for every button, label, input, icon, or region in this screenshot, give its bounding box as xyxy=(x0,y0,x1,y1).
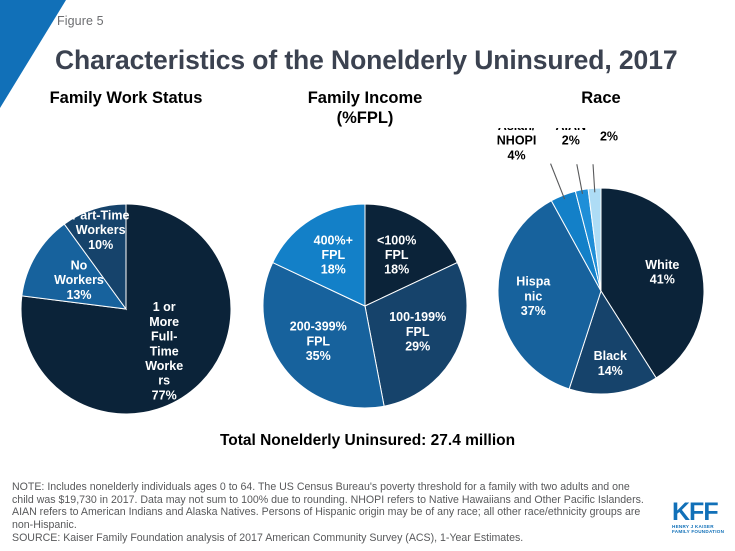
chart-title-family-income: Family Income (%FPL) xyxy=(247,88,483,128)
pie-slice[interactable] xyxy=(600,187,705,379)
pie-chart-family-income: <100% FPL 18% 100-199% FPL 29% 200-399% FPL 35% 4… xyxy=(247,144,483,468)
kff-logo-subtitle-line2: FAMILY FOUNDATION xyxy=(672,529,725,535)
pie-slice-label-line: FPL xyxy=(406,325,430,339)
pie-slice-label: No Workers 13% xyxy=(54,259,104,302)
pie-slice[interactable] xyxy=(364,203,458,307)
pie-slice-label-line: FPL xyxy=(306,335,330,349)
pie-slice-label-line: 13% xyxy=(66,288,91,302)
pie-slice-label-line: Black xyxy=(594,350,627,364)
pie-slice-label-line: No xyxy=(71,259,88,273)
pie-chart-family-work-status: 1 or More Full-Time Worke rs 77% No Workers 13% P… xyxy=(8,144,244,474)
chart-title-line: (%FPL) xyxy=(336,109,394,127)
pie-slice-label-line: Workers xyxy=(76,223,126,237)
figure-label: Figure 5 xyxy=(57,14,104,28)
pie-slice-label: <100% FPL 18% xyxy=(377,234,416,277)
kff-logo-mark: KFF xyxy=(672,498,719,526)
pie-label-leader-line xyxy=(550,163,566,200)
pie-slice-label-line: Workers xyxy=(54,274,104,288)
pie-slice-label-line: 2% xyxy=(562,134,580,148)
chart-title-line: Family Work Status xyxy=(49,89,203,107)
pie-label-leader-line xyxy=(576,164,584,194)
chart-title-family-work-status: Family Work Status xyxy=(8,88,244,108)
pie-slice-label: Hispa nic 37% xyxy=(516,275,551,318)
pie-slice-label-line: 4% xyxy=(508,149,526,163)
pie-slice-label-line: 400%+ xyxy=(314,234,353,248)
pie-slice-label: 100-199% FPL 29% xyxy=(389,310,446,353)
total-uninsured-line: Total Nonelderly Uninsured: 27.4 million xyxy=(219,432,516,449)
pie-slice-label-line: Worke xyxy=(145,359,183,373)
kff-logo: KFF HENRY J KAISER FAMILY FOUNDATION xyxy=(672,500,728,535)
pie-slice-label-line: Asian/ xyxy=(498,128,536,133)
pie-slice-label-line: Full- xyxy=(151,330,177,344)
pie-slice-label-line: 100-199% xyxy=(389,310,446,324)
pie-slice[interactable] xyxy=(63,203,127,311)
pie-slice[interactable] xyxy=(262,261,385,409)
pie-slice-label-line: FPL xyxy=(321,248,345,262)
corner-triangle-decoration xyxy=(0,0,66,108)
pie-slice-label: White 41% xyxy=(645,258,679,287)
chart-title-line: Race xyxy=(581,89,621,107)
chart-panel-family-work-status: Family Work Status 1 or More Full-Time Work… xyxy=(8,88,244,474)
pie-slice-label-line: FPL xyxy=(385,248,409,262)
footer-source: SOURCE: Kaiser Family Foundation analysi… xyxy=(12,532,524,545)
pie-slice-label-line: nic xyxy=(524,290,542,304)
pie-slice-label-line: 41% xyxy=(650,273,675,287)
pie-slice[interactable] xyxy=(568,289,657,395)
pie-slice-label-line: 77% xyxy=(152,389,177,403)
pie-slice-label-line: <100% xyxy=(377,234,416,248)
pie-slice-label-line: 14% xyxy=(598,364,623,378)
pie-slice-label: AIAN2% xyxy=(556,128,587,148)
pie-slice-label-line: 37% xyxy=(521,304,546,318)
pie-slice-label-line: White xyxy=(645,258,679,272)
pie-slice-label-line: Part-Time xyxy=(72,209,129,223)
chart-title-line: Family Income xyxy=(307,89,423,107)
pie-slice-label-line: 200-399% xyxy=(290,320,347,334)
pie-slice-label-line: 1 or xyxy=(153,301,176,315)
pie-slice-label-line: 18% xyxy=(384,263,409,277)
pie-label-leader-line xyxy=(592,164,596,193)
kff-logo-subtitle-line1: HENRY J KAISER xyxy=(672,524,714,529)
pie-slice-label: 1 or More Full-Time Worke rs 77% xyxy=(145,301,183,403)
pie-slice-label: Part-Time Workers 10% xyxy=(72,209,129,252)
pie-slice-label: 200-399% FPL 35% xyxy=(290,320,347,363)
pie-slice[interactable] xyxy=(272,203,366,307)
page-title: Characteristics of the Nonelderly Uninsu… xyxy=(55,44,678,75)
pie-slice-label-line: AIAN xyxy=(556,128,587,133)
pie-slice-label-line: Other xyxy=(592,128,625,129)
pie-slice-label: Black 14% xyxy=(594,350,627,379)
chart-title-race: Race xyxy=(470,88,732,108)
pie-slice-label-line: 2% xyxy=(600,130,618,144)
chart-panel-family-income: Family Income (%FPL) <100% FPL 18% 100-199% F… xyxy=(247,88,483,468)
pie-slice-label-line: NHOPI xyxy=(497,134,537,148)
pie-slice-label: Other2% xyxy=(592,128,625,144)
footer-notes: NOTE: Includes nonelderly individuals ag… xyxy=(12,481,652,545)
pie-slice-label-line: Hispa xyxy=(516,275,551,289)
pie-slice[interactable] xyxy=(21,223,128,310)
pie-slice[interactable] xyxy=(497,200,602,390)
pie-svg: 1 or More Full-Time Worke rs 77%No Workers 13%P… xyxy=(20,203,232,415)
pie-slice-label-line: More xyxy=(149,315,179,329)
pie-slice-label-line: 29% xyxy=(405,340,430,354)
pie-slice[interactable] xyxy=(364,261,468,407)
footer-note: NOTE: Includes nonelderly individuals ag… xyxy=(12,481,644,531)
pie-slice-label-line: Time xyxy=(150,345,179,359)
pie-svg: <100% FPL 18%100-199% FPL 29%200-399% FPL 35%4… xyxy=(262,203,468,409)
pie-slice-label-line: 18% xyxy=(321,263,346,277)
pie-slice-label-line: 10% xyxy=(88,238,113,252)
pie-slice-label: 400%+ FPL 18% xyxy=(314,234,353,277)
pie-slice-label-line: rs xyxy=(158,374,170,388)
pie-slice-label-line: 35% xyxy=(306,349,331,363)
